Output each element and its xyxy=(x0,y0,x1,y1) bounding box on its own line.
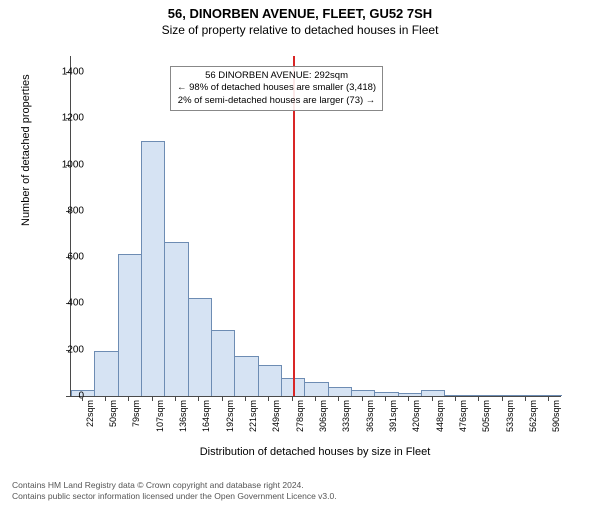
histogram-bar xyxy=(258,365,282,396)
x-tick-label: 391sqm xyxy=(388,400,398,432)
histogram-bar xyxy=(421,390,445,396)
x-tick-label: 533sqm xyxy=(505,400,515,432)
y-tick-label: 200 xyxy=(67,344,84,355)
y-tick-label: 600 xyxy=(67,252,84,263)
x-tick-label: 363sqm xyxy=(365,400,375,432)
histogram-bar xyxy=(514,395,538,396)
x-tick-mark xyxy=(82,396,83,401)
x-tick-mark xyxy=(268,396,269,401)
x-tick-mark xyxy=(175,396,176,401)
x-tick-label: 448sqm xyxy=(435,400,445,432)
x-tick-mark xyxy=(455,396,456,401)
x-tick-label: 50sqm xyxy=(108,400,118,427)
histogram-bar xyxy=(374,392,398,396)
x-tick-label: 107sqm xyxy=(155,400,165,432)
x-tick-label: 590sqm xyxy=(551,400,561,432)
histogram-bar xyxy=(188,298,212,396)
page-subtitle: Size of property relative to detached ho… xyxy=(0,23,600,37)
x-tick-mark xyxy=(525,396,526,401)
x-tick-mark xyxy=(385,396,386,401)
annotation-box: 56 DINORBEN AVENUE: 292sqm ← 98% of deta… xyxy=(170,66,383,111)
histogram-bar xyxy=(328,387,352,396)
x-tick-mark xyxy=(548,396,549,401)
histogram-bar xyxy=(304,382,328,396)
histogram-bar xyxy=(491,395,515,396)
histogram-bar xyxy=(118,254,142,396)
histogram-bar xyxy=(94,351,118,396)
x-tick-label: 562sqm xyxy=(528,400,538,432)
x-tick-label: 164sqm xyxy=(201,400,211,432)
histogram-bar xyxy=(234,356,258,396)
x-tick-label: 278sqm xyxy=(295,400,305,432)
footer-line1: Contains HM Land Registry data © Crown c… xyxy=(12,480,337,491)
x-tick-mark xyxy=(128,396,129,401)
histogram-bar xyxy=(398,393,422,396)
histogram-bar xyxy=(141,141,165,396)
x-tick-mark xyxy=(338,396,339,401)
x-tick-mark xyxy=(152,396,153,401)
histogram-chart: Number of detached properties Distributi… xyxy=(70,56,580,436)
x-axis-label: Distribution of detached houses by size … xyxy=(70,446,560,458)
histogram-bar xyxy=(164,242,188,396)
y-tick-mark xyxy=(66,396,71,397)
annotation-line1: 56 DINORBEN AVENUE: 292sqm xyxy=(177,70,376,82)
x-tick-label: 192sqm xyxy=(225,400,235,432)
y-tick-label: 800 xyxy=(67,205,84,216)
x-tick-mark xyxy=(478,396,479,401)
x-tick-label: 136sqm xyxy=(178,400,188,432)
x-tick-mark xyxy=(502,396,503,401)
histogram-bar xyxy=(468,395,492,396)
footer-line2: Contains public sector information licen… xyxy=(12,491,337,502)
x-tick-mark xyxy=(315,396,316,401)
x-tick-mark xyxy=(222,396,223,401)
x-tick-mark xyxy=(292,396,293,401)
x-tick-mark xyxy=(362,396,363,401)
y-axis-label: Number of detached properties xyxy=(20,74,32,226)
x-tick-label: 79sqm xyxy=(131,400,141,427)
x-tick-mark xyxy=(105,396,106,401)
x-tick-label: 333sqm xyxy=(341,400,351,432)
x-tick-mark xyxy=(432,396,433,401)
y-tick-label: 1000 xyxy=(62,159,84,170)
histogram-bar xyxy=(538,395,562,396)
x-tick-mark xyxy=(408,396,409,401)
footer-attribution: Contains HM Land Registry data © Crown c… xyxy=(12,480,337,502)
x-tick-label: 420sqm xyxy=(411,400,421,432)
x-tick-label: 221sqm xyxy=(248,400,258,432)
y-tick-label: 1200 xyxy=(62,113,84,124)
histogram-bar xyxy=(351,390,375,396)
x-tick-label: 306sqm xyxy=(318,400,328,432)
x-tick-label: 249sqm xyxy=(271,400,281,432)
annotation-line2: ← 98% of detached houses are smaller (3,… xyxy=(177,82,376,94)
x-tick-mark xyxy=(198,396,199,401)
y-tick-label: 1400 xyxy=(62,67,84,78)
x-tick-label: 476sqm xyxy=(458,400,468,432)
histogram-bar xyxy=(444,395,468,396)
x-tick-label: 22sqm xyxy=(85,400,95,427)
page-title: 56, DINORBEN AVENUE, FLEET, GU52 7SH xyxy=(0,6,600,21)
annotation-line3: 2% of semi-detached houses are larger (7… xyxy=(177,95,376,107)
x-tick-label: 505sqm xyxy=(481,400,491,432)
histogram-bar xyxy=(211,330,235,396)
y-tick-label: 400 xyxy=(67,298,84,309)
x-tick-mark xyxy=(245,396,246,401)
